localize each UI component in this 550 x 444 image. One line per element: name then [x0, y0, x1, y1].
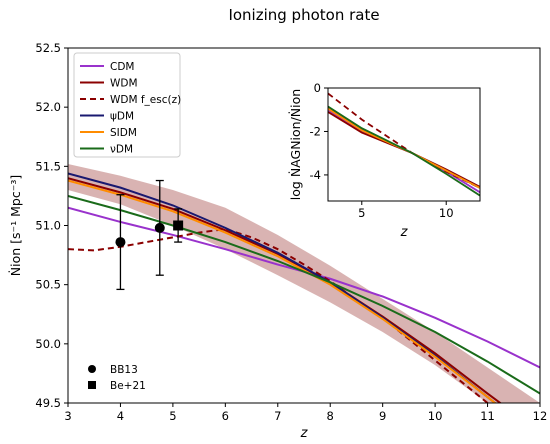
- circle-marker: [115, 237, 126, 248]
- series-line--dm: [68, 194, 540, 395]
- legend-marker-square: [88, 381, 96, 389]
- observation-legend: BB13 Be+21: [88, 364, 146, 392]
- legend-label: SIDM: [110, 127, 137, 139]
- observation-legend-label: Be+21: [110, 380, 146, 392]
- square-marker: [173, 220, 184, 231]
- y-tick-label: 51.5: [35, 159, 61, 173]
- data-point-bb13: [115, 194, 126, 291]
- x-tick-label: 7: [274, 409, 281, 423]
- y-axis-label: Ṅion [s⁻¹ Mpc⁻³]: [8, 175, 23, 276]
- legend-label: CDM: [110, 61, 134, 73]
- y-tick-label: 49.5: [35, 396, 61, 410]
- inset-x-tick-label: 5: [358, 206, 365, 220]
- x-tick-label: 11: [480, 409, 495, 423]
- uncertainty-band: [68, 163, 540, 403]
- y-tick-label: 52.0: [35, 100, 61, 114]
- x-tick-label: 12: [533, 409, 548, 423]
- legend-label: WDM: [110, 78, 138, 90]
- inset-y-axis-label: log ṄAGNion/Ṅion: [288, 89, 303, 200]
- inset-x-axis-label: z: [400, 225, 409, 240]
- legend: CDM WDM WDM f_esc(z) ψDM SIDM νDM: [73, 52, 181, 158]
- x-tick-label: 10: [428, 409, 443, 423]
- data-point-be-21: [173, 208, 184, 243]
- inset-plot: 5 10 -4 -2 0 z log ṄAGNion/Ṅion: [288, 81, 481, 240]
- data-point-bb13: [154, 179, 165, 276]
- inset-y-tick-label: -2: [310, 124, 321, 138]
- circle-marker: [154, 222, 165, 233]
- inset-background: [328, 88, 480, 201]
- x-tick-label: 8: [327, 409, 334, 423]
- inset-series-line--dm: [328, 105, 480, 197]
- series-line--dm: [68, 172, 497, 403]
- y-tick-label: 50.0: [35, 337, 61, 351]
- x-tick-label: 9: [379, 409, 386, 423]
- inset-y-tick-label: -4: [310, 168, 321, 182]
- legend-label: WDM f_esc(z): [110, 94, 181, 106]
- legend-marker-circle: [88, 365, 96, 373]
- y-tick-label: 50.5: [35, 278, 61, 292]
- y-tick-label: 51.0: [35, 219, 61, 233]
- inset-y-tick-label: 0: [314, 81, 321, 95]
- inset-x-tick-label: 10: [439, 206, 454, 220]
- inset-area: [328, 92, 480, 197]
- x-tick-label: 5: [169, 409, 176, 423]
- legend-label: νDM: [110, 144, 133, 156]
- x-tick-label: 6: [222, 409, 229, 423]
- series-line-sidm: [68, 179, 497, 403]
- y-tick-label: 52.5: [35, 41, 61, 55]
- legend-label: ψDM: [110, 111, 134, 123]
- x-tick-label: 4: [117, 409, 124, 423]
- observation-legend-label: BB13: [110, 364, 138, 376]
- main-plot: 3 4 5 6 7 8 9 10 11 12 49.5 50.0 50.5 51.0 51.5 52.0 52.…: [8, 41, 548, 441]
- plot-area: [68, 163, 540, 403]
- x-axis-label: z: [300, 426, 309, 441]
- chart-title: Ionizing photon rate: [228, 6, 379, 24]
- x-tick-label: 3: [64, 409, 71, 423]
- inset-frame: [327, 87, 481, 202]
